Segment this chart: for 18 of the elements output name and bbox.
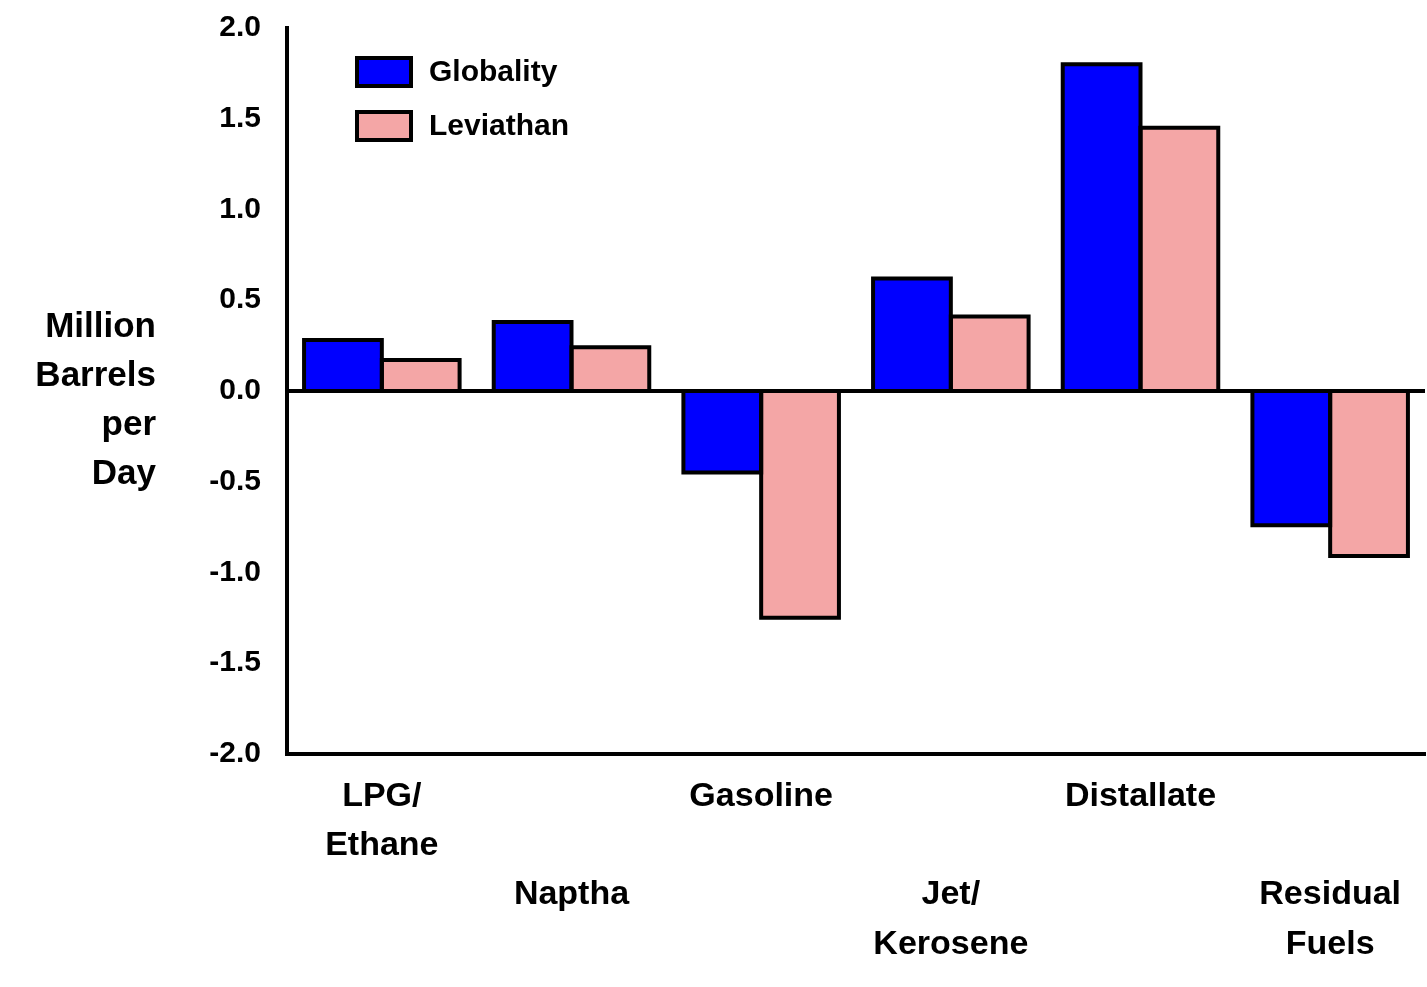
x-tick-label: Naptha bbox=[513, 873, 631, 912]
y-tick-label: 0.0 bbox=[219, 372, 261, 406]
y-axis-title: Million Barrels per Day bbox=[34, 304, 156, 493]
x-tick-label: Jet/ Kerosene bbox=[873, 873, 1029, 961]
x-tick-label: Residual Fuels bbox=[1259, 873, 1402, 961]
y-tick-label: 1.5 bbox=[219, 99, 261, 133]
y-tick-label: 2.0 bbox=[219, 9, 261, 43]
y-tick-label: -1.0 bbox=[209, 553, 261, 587]
legend-label: Globality bbox=[429, 54, 558, 88]
x-tick-label: Gasoline bbox=[689, 774, 833, 813]
y-tick-label: 0.5 bbox=[219, 281, 261, 315]
y-tick-label: -2.0 bbox=[209, 735, 261, 769]
y-tick-label: 1.0 bbox=[219, 190, 261, 224]
x-tick-label: LPG/ Ethane bbox=[325, 774, 439, 863]
legend-label: Leviathan bbox=[429, 108, 570, 142]
y-tick-label: -1.5 bbox=[209, 644, 261, 678]
y-tick-label: -0.5 bbox=[209, 462, 261, 496]
x-tick-label: Distallate bbox=[1064, 774, 1217, 813]
